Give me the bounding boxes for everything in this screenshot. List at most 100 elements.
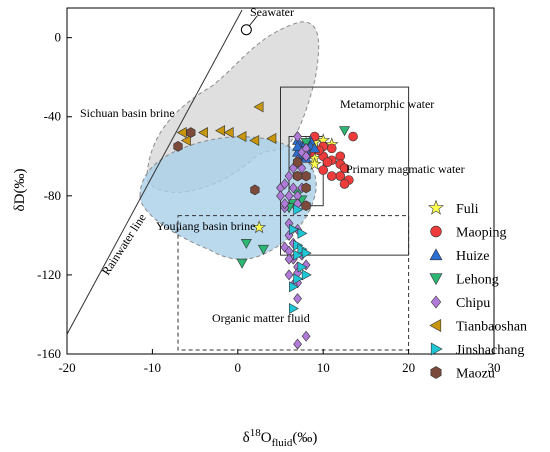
x-tick-label: 20 — [402, 360, 415, 375]
maozu-legend-label: Maozu — [456, 367, 495, 382]
x-tick-label: 10 — [317, 360, 330, 375]
tianbaoshan-point — [223, 127, 234, 139]
jinshachang-point — [297, 261, 308, 273]
y-tick-label: -120 — [37, 267, 61, 282]
maozu-point — [186, 127, 196, 138]
jinshachang-point — [297, 227, 308, 239]
fuli-point — [252, 220, 266, 234]
youjiang-basin-brine-region — [139, 136, 317, 260]
x-tick-label: 0 — [235, 360, 242, 375]
x-tick-label: 30 — [488, 360, 501, 375]
x-axis: -20 -10 0 10 20 30 — [58, 349, 501, 375]
tianbaoshan-point — [253, 101, 264, 113]
organic-matter-fluid-label: Organic matter fluid — [212, 311, 310, 325]
chipu-point — [284, 170, 294, 182]
maozu-point — [292, 156, 303, 168]
x-tick-label: -20 — [58, 360, 75, 375]
jinshachang-legend-marker — [430, 342, 443, 356]
jinshachang-legend-label: Jinshachang — [456, 343, 524, 358]
metamorphic-water-box — [280, 86, 410, 256]
y-tick-label: -40 — [44, 109, 61, 124]
huize-legend-marker — [429, 248, 443, 261]
chipu-point — [284, 269, 294, 281]
chipu-point — [293, 338, 302, 350]
organic-matter-fluid-box — [177, 215, 410, 351]
huize-legend-label: Huize — [456, 249, 489, 264]
primary-magmatic-water-label: Primary magmatic water — [346, 162, 465, 176]
chipu-point — [280, 198, 290, 210]
jinshachang-point — [293, 249, 304, 261]
x-tick-label: -10 — [144, 360, 161, 375]
y-tick-label: 0 — [55, 30, 62, 45]
y-axis: 0 -40 -80 -120 -160 — [37, 30, 72, 361]
maoping-point — [348, 131, 358, 142]
chipu-point — [280, 178, 290, 190]
lehong-point — [339, 126, 351, 137]
tianbaoshan-point — [236, 131, 247, 143]
data-points-layer — [173, 101, 358, 350]
plot-frame — [66, 7, 495, 355]
maoping-point — [326, 143, 337, 154]
jinshachang-point — [293, 204, 304, 216]
chipu-point — [293, 131, 302, 142]
jinshachang-point — [289, 303, 299, 315]
lehong-legend-marker — [429, 273, 443, 286]
huize-point — [292, 140, 304, 151]
x-axis-title: δ18Ofluid(‰) — [243, 427, 318, 449]
jinshachang-point — [293, 273, 304, 285]
tianbaoshan-point — [198, 127, 208, 139]
seawater-leader-line — [249, 15, 258, 26]
lehong-point — [257, 244, 269, 255]
lehong-point — [236, 258, 248, 269]
tianbaoshan-point — [249, 134, 260, 146]
tianbaoshan-point — [215, 125, 226, 137]
metamorphic-water-label: Metamorphic water — [340, 97, 434, 111]
maoping-legend-marker — [430, 225, 442, 238]
maozu-point — [250, 184, 260, 196]
huize-point — [309, 142, 321, 153]
tianbaoshan-legend-marker — [429, 318, 442, 333]
chipu-point — [301, 330, 311, 342]
maoping-legend-label: Maoping — [456, 226, 507, 241]
sichuan-basin-brine-label: Sichuan basin brine — [80, 106, 175, 120]
maoping-point — [318, 165, 329, 175]
jinshachang-point — [301, 269, 312, 281]
maozu-point — [301, 200, 311, 212]
chipu-point — [276, 190, 285, 202]
maozu-point — [301, 170, 311, 182]
maoping-point — [326, 171, 337, 181]
y-tick-label: -80 — [44, 188, 61, 203]
seawater-label: Seawater — [250, 5, 294, 19]
jinshachang-point — [289, 281, 299, 293]
maoping-point — [339, 179, 350, 189]
chipu-legend-marker — [430, 295, 442, 309]
chipu-point — [288, 182, 298, 194]
rainwater-line-label: Rainwater line — [99, 211, 149, 278]
maozu-point — [301, 182, 311, 194]
y-axis-title: δD(‰) — [12, 169, 28, 212]
fuli-legend-marker — [428, 199, 444, 215]
chipu-legend-label: Chipu — [456, 296, 490, 311]
chipu-point — [301, 150, 311, 162]
lehong-point — [240, 238, 252, 249]
jinshachang-point — [289, 223, 299, 235]
jinshachang-point — [301, 247, 312, 259]
maozu-point — [292, 170, 303, 182]
lehong-legend-label: Lehong — [456, 273, 499, 288]
chipu-point — [284, 190, 294, 202]
rainwater-line — [67, 9, 243, 335]
maozu-point — [173, 141, 183, 152]
tianbaoshan-point — [180, 134, 191, 146]
tianbaoshan-legend-label: Tianbaoshan — [456, 320, 527, 335]
youjiang-basin-brine-label: Youjiang basin brine — [156, 219, 255, 233]
maoping-point — [335, 171, 346, 181]
y-tick-label: -160 — [37, 346, 61, 361]
maoping-point — [339, 163, 350, 173]
regions-layer — [67, 9, 410, 351]
tianbaoshan-point — [266, 132, 277, 145]
maoping-point — [322, 157, 333, 168]
chipu-point — [284, 253, 294, 265]
chipu-point — [293, 293, 302, 305]
maozu-legend-marker — [430, 366, 442, 379]
